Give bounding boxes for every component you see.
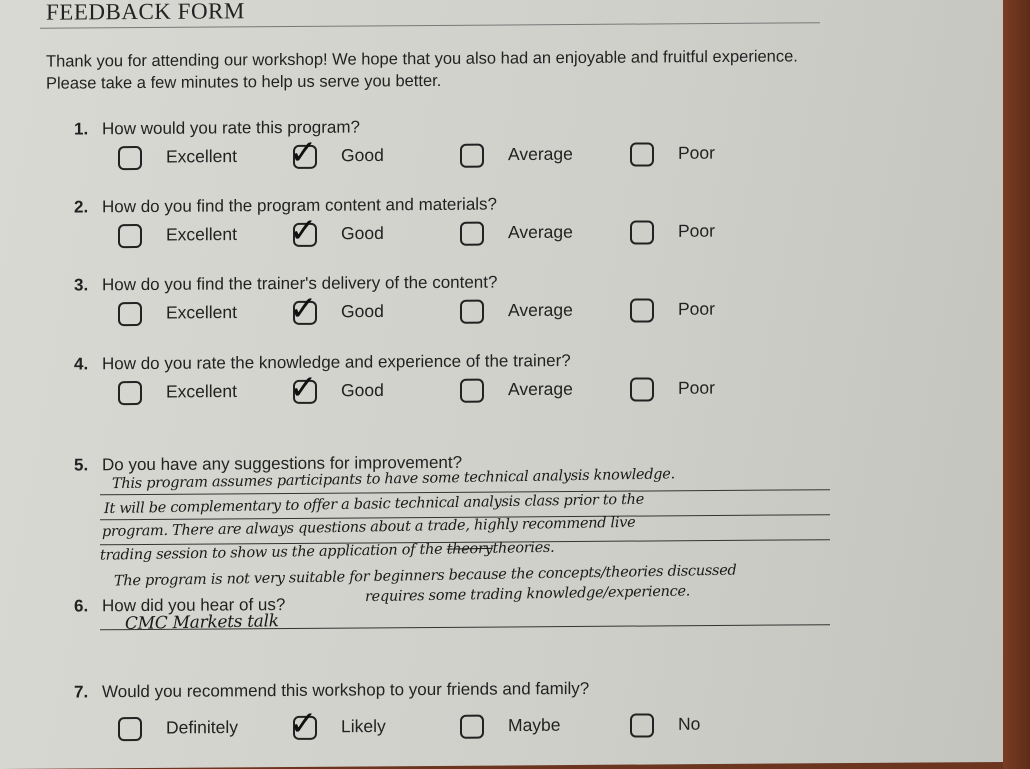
option-label: Average <box>508 299 573 321</box>
checkbox[interactable] <box>460 143 484 168</box>
form-intro: Thank you for attending our workshop! We… <box>46 47 798 93</box>
option-good[interactable]: ✓ Good <box>289 368 384 408</box>
question-2: 2. How do you find the program content an… <box>74 195 497 218</box>
option-label: Poor <box>678 142 715 163</box>
option-label: Good <box>341 300 384 322</box>
question-3: 3. How do you find the trainer's delivery… <box>74 273 497 296</box>
option-excellent[interactable]: Excellent <box>118 301 238 327</box>
option-poor[interactable]: Poor <box>630 298 715 323</box>
option-likely[interactable]: ✓ Likely <box>289 704 386 744</box>
question-number: 1. <box>74 119 89 139</box>
question-number: 7. <box>74 682 89 702</box>
question-number: 2. <box>74 197 89 217</box>
option-good[interactable]: ✓ Good <box>289 211 384 251</box>
option-label: Definitely <box>166 716 238 738</box>
option-poor[interactable]: Poor <box>630 220 715 245</box>
question-number: 4. <box>74 354 89 374</box>
checkbox[interactable] <box>460 221 484 246</box>
option-good[interactable]: ✓ Good <box>289 133 384 173</box>
checkbox[interactable] <box>460 714 484 739</box>
check-mark-icon: ✓ <box>289 367 318 408</box>
check-mark-icon: ✓ <box>289 210 318 251</box>
checkbox[interactable] <box>630 142 654 167</box>
check-mark-icon: ✓ <box>289 703 318 744</box>
checkbox[interactable] <box>118 381 142 406</box>
checkbox[interactable]: ✓ <box>289 704 318 744</box>
option-label: No <box>678 713 701 734</box>
checkbox[interactable]: ✓ <box>289 133 318 173</box>
option-label: Average <box>508 378 573 400</box>
option-label: Average <box>508 143 573 165</box>
feedback-form-paper: FEEDBACK FORM Thank you for attending ou… <box>0 0 1003 769</box>
question-text: How would you rate this program? <box>102 117 360 139</box>
option-excellent[interactable]: Excellent <box>118 145 238 171</box>
question-number: 6. <box>74 596 89 616</box>
answer-text: theories. <box>492 539 555 557</box>
question-number: 5. <box>74 455 89 475</box>
checkbox[interactable] <box>630 298 654 323</box>
checkbox[interactable] <box>630 377 654 402</box>
option-excellent[interactable]: Excellent <box>118 223 238 249</box>
option-good[interactable]: ✓ Good <box>289 289 384 329</box>
option-definitely[interactable]: Definitely <box>118 716 238 742</box>
check-mark-icon: ✓ <box>289 288 318 329</box>
checkbox[interactable]: ✓ <box>289 289 318 329</box>
checkbox[interactable] <box>630 713 654 738</box>
option-average[interactable]: Average <box>460 378 573 403</box>
option-label: Good <box>341 144 384 166</box>
option-label: Poor <box>678 298 715 319</box>
option-label: Excellent <box>166 145 238 167</box>
option-label: Poor <box>678 377 715 398</box>
option-poor[interactable]: Poor <box>630 142 715 167</box>
checkbox[interactable] <box>118 224 142 249</box>
form-title: FEEDBACK FORM <box>46 0 245 25</box>
checkbox[interactable] <box>630 220 654 245</box>
option-excellent[interactable]: Excellent <box>118 380 238 406</box>
checkbox[interactable]: ✓ <box>289 211 318 251</box>
wooden-table-edge <box>1003 0 1030 769</box>
option-no[interactable]: No <box>630 713 701 738</box>
option-maybe[interactable]: Maybe <box>460 714 561 739</box>
checkbox[interactable] <box>118 302 142 327</box>
checkbox[interactable] <box>460 299 484 324</box>
option-average[interactable]: Average <box>460 221 573 246</box>
handwritten-answer: CMC Markets talk <box>124 611 279 634</box>
checkbox[interactable] <box>118 717 142 742</box>
checkbox[interactable] <box>118 146 142 171</box>
checkbox[interactable]: ✓ <box>289 368 318 408</box>
option-label: Good <box>341 379 384 401</box>
question-4: 4. How do you rate the knowledge and expe… <box>74 351 571 374</box>
option-label: Average <box>508 221 573 243</box>
struck-word: theory <box>446 540 493 558</box>
question-number: 3. <box>74 275 89 295</box>
answer-text: trading session to show us the applicati… <box>99 541 443 564</box>
question-text: Would you recommend this workshop to you… <box>102 678 590 702</box>
option-label: Poor <box>678 220 715 241</box>
option-poor[interactable]: Poor <box>630 377 715 402</box>
question-7: 7. Would you recommend this workshop to y… <box>74 679 589 703</box>
handwritten-answer-line: It will be complementary to offer a basi… <box>103 491 645 518</box>
option-label: Excellent <box>166 380 238 402</box>
option-label: Likely <box>341 715 386 737</box>
question-text: How do you rate the knowledge and experi… <box>102 351 571 374</box>
option-label: Excellent <box>166 223 238 245</box>
option-average[interactable]: Average <box>460 299 573 324</box>
option-label: Good <box>341 222 384 244</box>
handwritten-answer-line: requires some trading knowledge/experien… <box>364 583 691 606</box>
checkbox[interactable] <box>460 378 484 403</box>
option-label: Excellent <box>166 301 238 323</box>
check-mark-icon: ✓ <box>289 132 318 173</box>
option-average[interactable]: Average <box>460 143 573 168</box>
option-label: Maybe <box>508 714 561 736</box>
